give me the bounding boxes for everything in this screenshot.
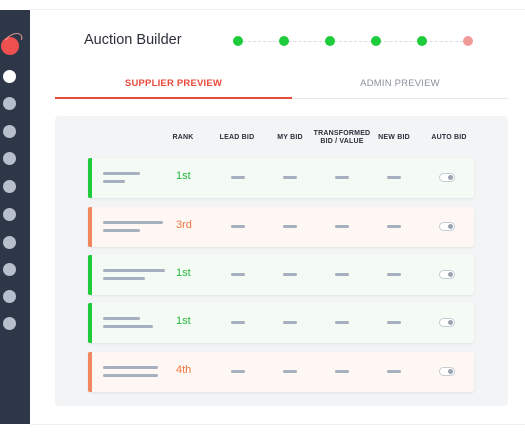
step-complete-icon[interactable] bbox=[417, 36, 427, 46]
tab-supplier-preview[interactable]: SUPPLIER PREVIEW bbox=[124, 78, 223, 89]
my-bid-placeholder bbox=[283, 273, 297, 276]
supplier-name-placeholder bbox=[103, 317, 140, 320]
header-rank: RANK bbox=[172, 134, 194, 141]
table-row[interactable]: 1st bbox=[88, 303, 474, 343]
nav-dot-icon[interactable] bbox=[3, 236, 16, 249]
transformed-bid-placeholder bbox=[335, 273, 349, 276]
header-transformed: TRANSFORMED BID / VALUE bbox=[310, 130, 374, 146]
my-bid-placeholder bbox=[283, 370, 297, 373]
step-complete-icon[interactable] bbox=[371, 36, 381, 46]
tab-admin-preview[interactable]: ADMIN PREVIEW bbox=[360, 78, 440, 89]
new-bid-placeholder bbox=[387, 321, 401, 324]
lead-bid-placeholder bbox=[231, 225, 245, 228]
supplier-name-placeholder bbox=[103, 221, 163, 224]
lead-bid-placeholder bbox=[231, 176, 245, 179]
header-lead-bid: LEAD BID bbox=[219, 134, 255, 141]
my-bid-placeholder bbox=[283, 176, 297, 179]
status-bar bbox=[88, 158, 92, 198]
step-pending-icon[interactable] bbox=[463, 36, 473, 46]
auto-bid-toggle[interactable] bbox=[439, 318, 455, 327]
new-bid-placeholder bbox=[387, 273, 401, 276]
status-bar bbox=[88, 255, 92, 295]
step-complete-icon[interactable] bbox=[325, 36, 335, 46]
supplier-name-placeholder bbox=[103, 366, 158, 369]
sidebar bbox=[0, 10, 30, 424]
rank-value: 1st bbox=[176, 267, 191, 279]
transformed-bid-placeholder bbox=[335, 225, 349, 228]
lead-bid-placeholder bbox=[231, 370, 245, 373]
header-transformed-line2: BID / VALUE bbox=[320, 138, 364, 145]
transformed-bid-placeholder bbox=[335, 176, 349, 179]
rank-value: 3rd bbox=[176, 219, 192, 231]
nav-dot-icon[interactable] bbox=[3, 97, 16, 110]
header-new-bid: NEW BID bbox=[378, 134, 410, 141]
active-tab-indicator bbox=[55, 97, 292, 99]
page-title: Auction Builder bbox=[84, 32, 182, 48]
divider bbox=[30, 9, 525, 10]
table-row[interactable]: 1st bbox=[88, 158, 474, 198]
status-bar bbox=[88, 207, 92, 247]
step-complete-icon[interactable] bbox=[233, 36, 243, 46]
my-bid-placeholder bbox=[283, 321, 297, 324]
auto-bid-toggle[interactable] bbox=[439, 222, 455, 231]
status-bar bbox=[88, 352, 92, 392]
lead-bid-placeholder bbox=[231, 321, 245, 324]
nav-dot-icon[interactable] bbox=[3, 208, 16, 221]
nav-dot-icon[interactable] bbox=[3, 290, 16, 303]
nav-dot-icon[interactable] bbox=[3, 317, 16, 330]
stepper-track bbox=[238, 41, 468, 42]
new-bid-placeholder bbox=[387, 176, 401, 179]
header-my-bid: MY BID bbox=[277, 134, 303, 141]
rank-value: 1st bbox=[176, 315, 191, 327]
divider bbox=[30, 424, 525, 425]
step-complete-icon[interactable] bbox=[279, 36, 289, 46]
nav-dot-icon[interactable] bbox=[3, 125, 16, 138]
table-row[interactable]: 4th bbox=[88, 352, 474, 392]
nav-dot-icon[interactable] bbox=[3, 152, 16, 165]
rank-value: 4th bbox=[176, 364, 192, 376]
supplier-detail-placeholder bbox=[103, 229, 140, 232]
header-transformed-line1: TRANSFORMED bbox=[313, 130, 371, 137]
my-bid-placeholder bbox=[283, 225, 297, 228]
new-bid-placeholder bbox=[387, 225, 401, 228]
supplier-name-placeholder bbox=[103, 172, 140, 175]
header-auto-bid: AUTO BID bbox=[431, 134, 467, 141]
supplier-detail-placeholder bbox=[103, 325, 153, 328]
table-row[interactable]: 3rd bbox=[88, 207, 474, 247]
supplier-detail-placeholder bbox=[103, 180, 125, 183]
rank-value: 1st bbox=[176, 170, 191, 182]
auto-bid-toggle[interactable] bbox=[439, 173, 455, 182]
auto-bid-toggle[interactable] bbox=[439, 367, 455, 376]
logo-icon[interactable] bbox=[1, 37, 19, 55]
auto-bid-toggle[interactable] bbox=[439, 270, 455, 279]
transformed-bid-placeholder bbox=[335, 370, 349, 373]
supplier-name-placeholder bbox=[103, 269, 165, 272]
supplier-detail-placeholder bbox=[103, 277, 145, 280]
table-row[interactable]: 1st bbox=[88, 255, 474, 295]
new-bid-placeholder bbox=[387, 370, 401, 373]
transformed-bid-placeholder bbox=[335, 321, 349, 324]
supplier-detail-placeholder bbox=[103, 374, 158, 377]
lead-bid-placeholder bbox=[231, 273, 245, 276]
status-bar bbox=[88, 303, 92, 343]
nav-dot-icon[interactable] bbox=[3, 70, 16, 83]
nav-dot-icon[interactable] bbox=[3, 180, 16, 193]
nav-dot-icon[interactable] bbox=[3, 263, 16, 276]
